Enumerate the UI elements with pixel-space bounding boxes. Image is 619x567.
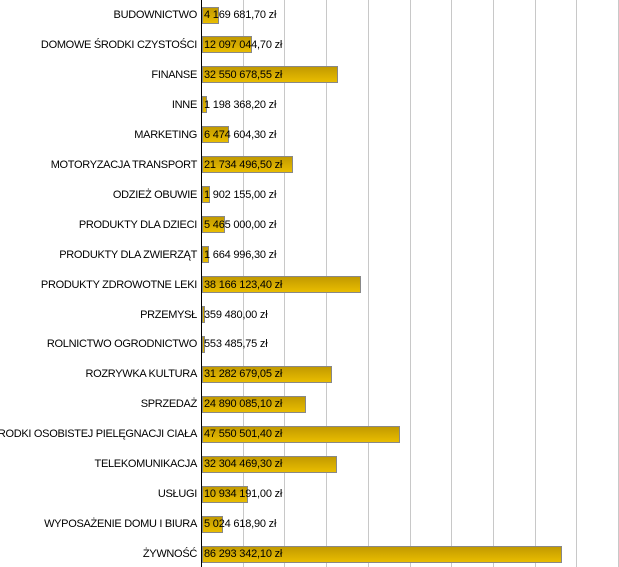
bar (202, 306, 205, 323)
bar (202, 156, 293, 174)
data-label: 24 890 085,10 zł (204, 398, 283, 411)
gridline (493, 0, 494, 567)
category-label: PRODUKTY ZDROWOTNE LEKI (40, 278, 197, 291)
category-label: ODZIEŻ OBUWIE (112, 188, 197, 201)
data-label: 6 474 604,30 zł (204, 128, 277, 141)
data-label: 1 902 155,00 zł (204, 188, 277, 201)
category-label: INNE (171, 98, 197, 111)
data-label: 5 024 618,90 zł (204, 518, 277, 531)
bar (202, 36, 253, 54)
gridline (368, 0, 369, 567)
category-label: PRODUKTY DLA ZWIERZĄT (59, 248, 197, 261)
data-label: 32 304 469,30 zł (204, 458, 283, 471)
category-label: SPRZEDAŻ (140, 398, 198, 411)
bar (202, 246, 209, 264)
bar (202, 545, 562, 563)
bar (202, 216, 225, 234)
category-label: ROLNICTWO OGRODNICTWO (46, 338, 197, 351)
data-label: 1 664 996,30 zł (204, 248, 277, 261)
gridline (410, 0, 411, 567)
data-label: 86 293 342,10 zł (204, 548, 283, 561)
bar (202, 66, 338, 84)
data-label: 553 485,75 zł (204, 338, 268, 351)
category-label: FINANSE (151, 68, 197, 81)
data-label: 10 934 191,00 zł (204, 488, 283, 501)
bar (202, 6, 220, 24)
y-axis-line (201, 0, 202, 567)
data-label: 47 550 501,40 zł (204, 428, 283, 441)
data-label: 38 166 123,40 zł (204, 278, 283, 291)
category-label: MARKETING (134, 128, 197, 141)
category-label: DOMOWE ŚRODKI CZYSTOŚCI (40, 38, 197, 51)
bar (202, 96, 207, 114)
bar (202, 395, 306, 413)
category-label: PRODUKTY DLA DZIECI (78, 218, 197, 231)
bar (202, 335, 205, 353)
bar (202, 126, 229, 144)
category-label: WYPOSAŻENIE DOMU I BIURA (44, 518, 197, 531)
bar (202, 276, 362, 294)
category-label: BUDOWNICTWO (113, 9, 198, 21)
category-label: ŚRODKI OSOBISTEJ PIELĘGNACJI CIAŁA (0, 428, 197, 441)
category-label: ROZRYWKA KULTURA (85, 368, 197, 381)
bar (202, 186, 210, 204)
gridline (451, 0, 452, 567)
gridline (576, 0, 577, 567)
data-label: 5 465 000,00 zł (204, 218, 277, 231)
data-label: 359 480,00 zł (204, 308, 268, 321)
data-label: 1 198 368,20 zł (204, 98, 277, 111)
data-label: 32 550 678,55 zł (204, 68, 283, 81)
category-label: ŻYWNOŚĆ (142, 548, 197, 561)
data-label: 4 169 681,70 zł (204, 9, 277, 21)
data-label: 21 734 496,50 zł (204, 158, 283, 171)
gridline (535, 0, 536, 567)
bar (202, 365, 333, 383)
bar (202, 485, 248, 503)
data-label: 12 097 044,70 zł (204, 38, 283, 51)
data-label: 31 282 679,05 zł (204, 368, 283, 381)
bar (202, 425, 401, 443)
category-label: MOTORYZACJA TRANSPORT (50, 158, 198, 171)
category-label: TELEKOMUNIKACJA (94, 458, 198, 471)
category-label: PRZEMYSŁ (140, 308, 197, 321)
bar (202, 455, 337, 473)
category-label: USŁUGI (157, 488, 197, 501)
bar (202, 515, 223, 533)
